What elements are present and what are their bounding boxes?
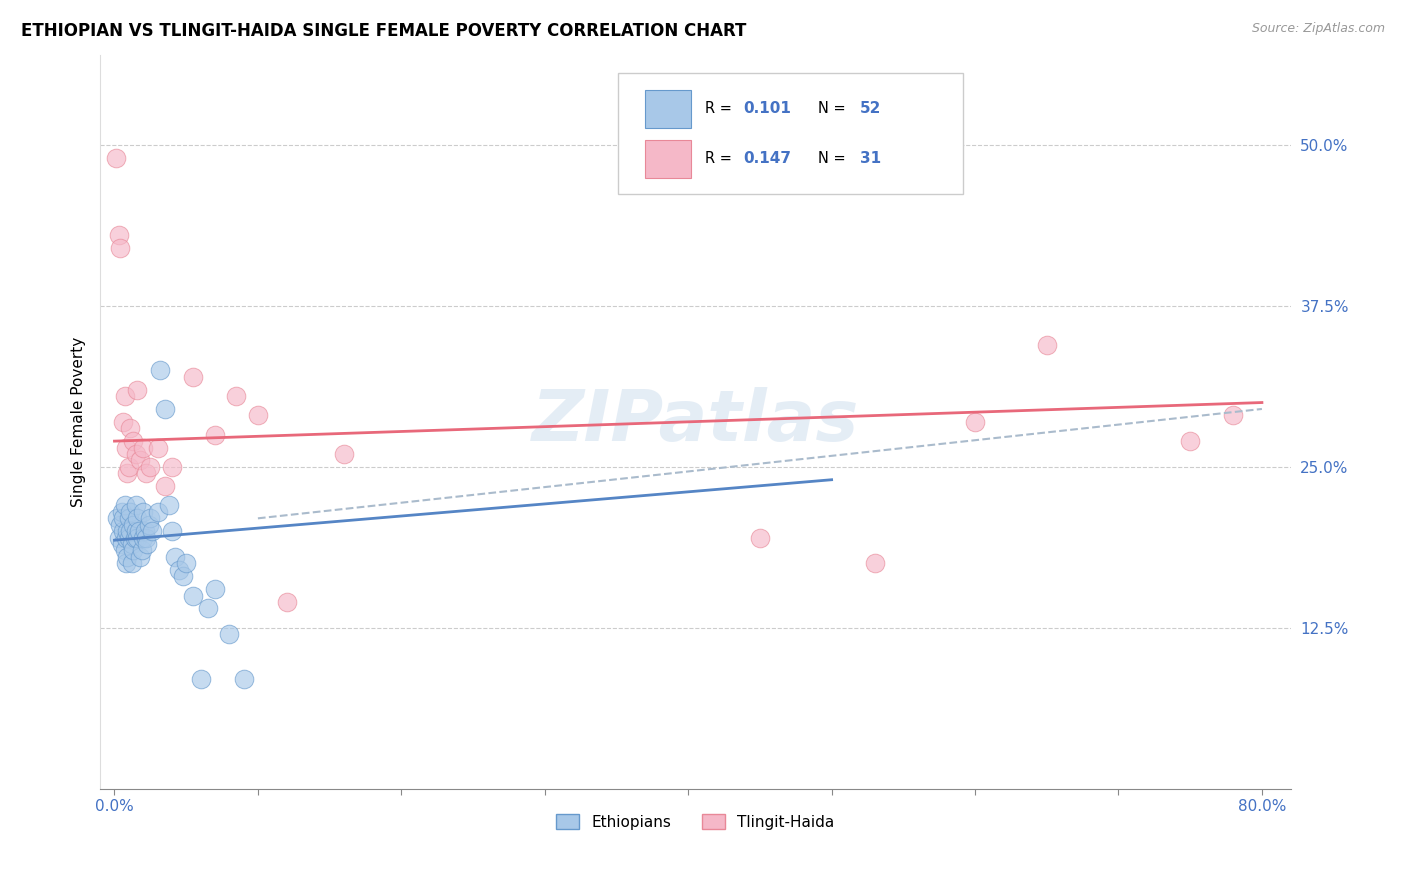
Point bbox=[112, 511, 135, 525]
Text: ETHIOPIAN VS TLINGIT-HAIDA SINGLE FEMALE POVERTY CORRELATION CHART: ETHIOPIAN VS TLINGIT-HAIDA SINGLE FEMALE… bbox=[21, 22, 747, 40]
Text: ZIPatlas: ZIPatlas bbox=[531, 387, 859, 457]
Text: 52: 52 bbox=[859, 102, 882, 117]
Point bbox=[163, 549, 186, 564]
Point bbox=[225, 389, 247, 403]
Point bbox=[167, 563, 190, 577]
Point bbox=[117, 549, 139, 564]
Point bbox=[117, 467, 139, 481]
Point bbox=[190, 672, 212, 686]
Point bbox=[246, 409, 269, 423]
Point bbox=[183, 589, 205, 603]
Text: 0.147: 0.147 bbox=[742, 152, 792, 167]
Point bbox=[122, 434, 145, 449]
Bar bbox=[645, 140, 690, 178]
Point bbox=[121, 537, 143, 551]
Text: N =: N = bbox=[818, 152, 851, 167]
Point bbox=[127, 383, 149, 397]
Point bbox=[125, 499, 148, 513]
Point bbox=[127, 511, 149, 525]
Text: R =: R = bbox=[704, 102, 737, 117]
Point bbox=[115, 441, 138, 455]
Point bbox=[114, 543, 136, 558]
Point bbox=[112, 524, 135, 539]
Point bbox=[129, 453, 152, 467]
Point bbox=[149, 363, 172, 377]
Point bbox=[105, 511, 128, 525]
Point bbox=[127, 531, 149, 545]
Point bbox=[125, 524, 148, 539]
Point bbox=[160, 524, 183, 539]
Point bbox=[132, 505, 155, 519]
Point bbox=[138, 517, 160, 532]
Point bbox=[122, 543, 145, 558]
Point bbox=[131, 543, 153, 558]
Point bbox=[204, 582, 226, 596]
Point bbox=[120, 524, 142, 539]
Point bbox=[124, 531, 146, 545]
Point bbox=[160, 459, 183, 474]
Point bbox=[153, 401, 176, 416]
Point bbox=[118, 531, 141, 545]
Point bbox=[112, 415, 135, 429]
Text: 31: 31 bbox=[859, 152, 880, 167]
Point bbox=[129, 549, 152, 564]
Point bbox=[139, 511, 162, 525]
Text: N =: N = bbox=[818, 102, 851, 117]
Point bbox=[218, 627, 240, 641]
Point bbox=[115, 557, 138, 571]
Point bbox=[204, 427, 226, 442]
Point bbox=[107, 228, 129, 243]
Text: Source: ZipAtlas.com: Source: ZipAtlas.com bbox=[1251, 22, 1385, 36]
Point bbox=[174, 557, 197, 571]
FancyBboxPatch shape bbox=[619, 73, 963, 194]
Point bbox=[135, 531, 157, 545]
Bar bbox=[645, 90, 690, 128]
Point bbox=[104, 151, 127, 165]
Point bbox=[139, 459, 162, 474]
Point bbox=[117, 524, 139, 539]
Point bbox=[132, 531, 155, 545]
Point bbox=[121, 557, 143, 571]
Point bbox=[146, 505, 169, 519]
Point bbox=[333, 447, 356, 461]
Point bbox=[107, 531, 129, 545]
Point bbox=[115, 531, 138, 545]
Point bbox=[134, 524, 156, 539]
Point bbox=[111, 537, 134, 551]
Point bbox=[963, 415, 986, 429]
Point bbox=[146, 441, 169, 455]
Point bbox=[118, 459, 141, 474]
Point bbox=[125, 447, 148, 461]
Point bbox=[108, 517, 131, 532]
Point bbox=[183, 369, 205, 384]
Point bbox=[122, 517, 145, 532]
Point bbox=[232, 672, 254, 686]
Point bbox=[141, 524, 163, 539]
Point bbox=[153, 479, 176, 493]
Point bbox=[136, 537, 159, 551]
Text: R =: R = bbox=[704, 152, 737, 167]
Point bbox=[1180, 434, 1202, 449]
Point bbox=[135, 467, 157, 481]
Legend: Ethiopians, Tlingit-Haida: Ethiopians, Tlingit-Haida bbox=[550, 807, 841, 836]
Point bbox=[120, 421, 142, 435]
Point bbox=[111, 505, 134, 519]
Point bbox=[114, 499, 136, 513]
Point bbox=[108, 241, 131, 255]
Point bbox=[863, 557, 886, 571]
Point bbox=[276, 595, 298, 609]
Point bbox=[172, 569, 194, 583]
Text: 0.101: 0.101 bbox=[742, 102, 790, 117]
Point bbox=[128, 524, 150, 539]
Point bbox=[1035, 337, 1057, 351]
Point bbox=[118, 511, 141, 525]
Point bbox=[1222, 409, 1244, 423]
Point bbox=[157, 499, 180, 513]
Point bbox=[114, 389, 136, 403]
Point bbox=[197, 601, 219, 615]
Point bbox=[120, 505, 142, 519]
Point bbox=[748, 531, 770, 545]
Y-axis label: Single Female Poverty: Single Female Poverty bbox=[72, 336, 86, 507]
Point bbox=[132, 441, 155, 455]
